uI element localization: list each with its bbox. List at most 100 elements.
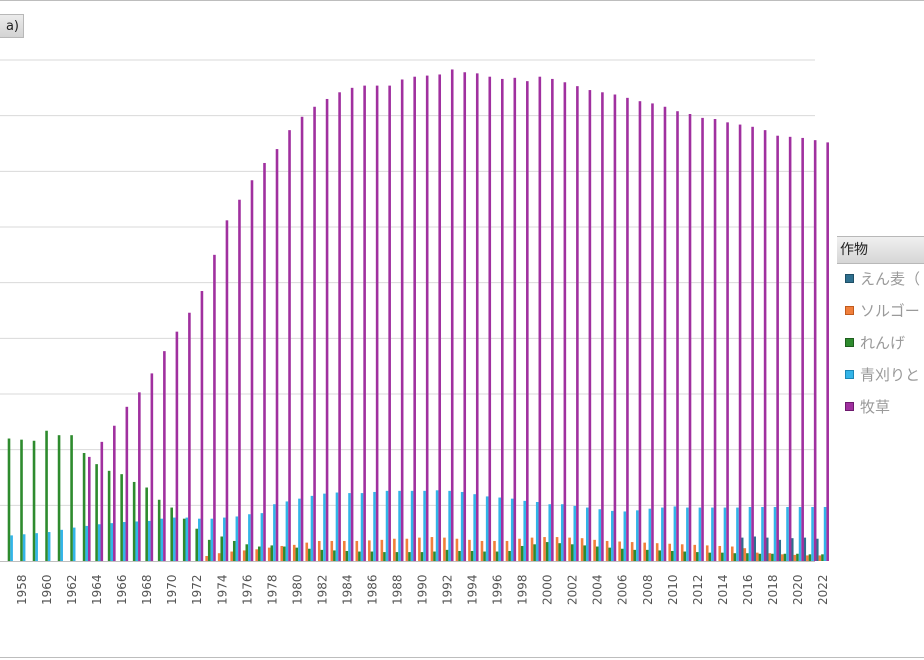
bar xyxy=(753,536,756,561)
bar xyxy=(330,540,334,561)
legend-item-pasture[interactable]: 牧草 xyxy=(837,396,890,418)
legend-field-button[interactable]: 作物 xyxy=(837,236,924,264)
x-tick-label: 2022 xyxy=(816,574,830,605)
bar xyxy=(595,546,599,561)
x-tick-label: 2018 xyxy=(766,574,780,605)
bar xyxy=(420,552,424,561)
bar xyxy=(258,546,261,561)
x-tick-label: 1962 xyxy=(65,574,79,605)
x-tick-label: 1986 xyxy=(365,574,379,605)
bar xyxy=(803,537,807,561)
legend-label: 青刈りと xyxy=(860,366,921,384)
bar xyxy=(826,142,829,561)
bar xyxy=(60,529,63,561)
bar xyxy=(217,553,221,561)
x-tick-label: 2012 xyxy=(691,574,705,605)
bar xyxy=(242,550,246,561)
bar xyxy=(620,548,624,561)
bar xyxy=(273,504,276,561)
bar xyxy=(738,124,742,561)
bar xyxy=(325,98,329,561)
bar xyxy=(188,312,191,561)
bar xyxy=(733,553,737,561)
bar xyxy=(298,498,301,561)
bar xyxy=(122,522,126,561)
bar xyxy=(748,507,752,561)
legend-label: ソルゴー xyxy=(860,302,920,320)
bar xyxy=(533,544,536,561)
bar xyxy=(718,545,722,561)
bar xyxy=(408,552,411,561)
bar xyxy=(163,351,166,561)
bar xyxy=(500,78,504,562)
bar xyxy=(643,542,646,561)
bar xyxy=(480,540,484,561)
bar xyxy=(765,537,769,561)
x-tick-label: 1964 xyxy=(90,574,104,605)
legend-item-renge[interactable]: れんげ xyxy=(837,332,905,354)
bar xyxy=(815,538,819,561)
x-tick-label: 2010 xyxy=(666,574,680,605)
bar xyxy=(470,550,474,561)
bar xyxy=(633,549,637,561)
bar xyxy=(721,552,724,561)
x-tick-label: 2000 xyxy=(541,574,555,605)
bar xyxy=(623,511,627,561)
bar xyxy=(380,539,384,561)
bar xyxy=(100,441,104,561)
legend-swatch xyxy=(845,306,854,315)
bar xyxy=(185,517,189,561)
bar xyxy=(696,552,699,561)
x-tick-label: 1984 xyxy=(340,574,354,605)
bar xyxy=(613,94,617,561)
bar xyxy=(768,553,772,561)
bar xyxy=(645,549,649,561)
bar xyxy=(358,551,361,561)
bar xyxy=(57,435,61,561)
bar xyxy=(563,82,567,562)
x-tick-label: 1966 xyxy=(115,574,129,605)
bar xyxy=(655,543,659,561)
x-tick-label: 2002 xyxy=(566,574,580,605)
x-tick-label: 1972 xyxy=(190,574,204,605)
legend-item-green-fodder[interactable]: 青刈りと xyxy=(837,364,920,386)
bar xyxy=(295,547,299,561)
bar xyxy=(821,554,824,561)
bar xyxy=(551,78,554,562)
bar xyxy=(493,540,496,561)
bar xyxy=(611,510,614,561)
y-axis-field-button[interactable]: a) xyxy=(0,14,24,38)
bar xyxy=(668,543,671,561)
x-tick-label: 2016 xyxy=(741,574,755,605)
bar xyxy=(638,101,642,561)
bar xyxy=(445,549,449,561)
bar xyxy=(413,76,416,561)
bar xyxy=(545,542,549,561)
bar xyxy=(147,520,151,561)
bar xyxy=(113,425,116,561)
bar xyxy=(463,72,467,561)
bar xyxy=(195,528,199,561)
bar xyxy=(423,490,426,561)
x-tick-label: 1968 xyxy=(140,574,154,605)
bar xyxy=(198,518,201,561)
bar xyxy=(648,508,652,561)
bar xyxy=(823,507,827,561)
bar xyxy=(157,499,161,561)
bar xyxy=(618,541,621,561)
legend-item-oats[interactable]: えん麦（ xyxy=(837,268,920,290)
bar xyxy=(458,550,461,561)
x-tick-label: 1970 xyxy=(165,574,179,605)
bar xyxy=(175,331,179,561)
x-tick-label: 2020 xyxy=(791,574,805,605)
bar xyxy=(498,497,501,561)
bar xyxy=(535,501,539,561)
x-tick-label: 1960 xyxy=(40,574,54,605)
bar xyxy=(713,119,717,561)
legend-label: れんげ xyxy=(860,334,906,352)
bar xyxy=(283,546,286,561)
x-tick-label: 1978 xyxy=(265,574,279,605)
legend-item-sorghum[interactable]: ソルゴー xyxy=(837,300,920,322)
bar xyxy=(756,552,759,561)
